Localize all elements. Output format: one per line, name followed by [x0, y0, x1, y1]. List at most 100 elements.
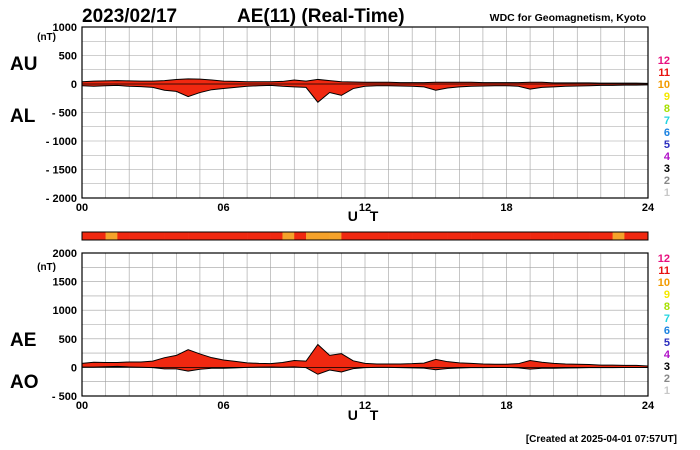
ae-ao-unit: (nT) [37, 262, 56, 273]
legend-entry: 1 [664, 385, 670, 397]
y-tick-label: - 2000 [46, 193, 77, 205]
legend-entry: 3 [664, 361, 670, 373]
y-tick-label: - 1000 [46, 136, 77, 148]
legend-entry: 8 [664, 301, 670, 313]
station-strip-bin [423, 232, 437, 240]
legend-entry: 11 [658, 67, 670, 79]
bot-fill [82, 344, 648, 375]
legend-entry: 8 [664, 103, 670, 115]
station-strip-bin [329, 232, 342, 240]
ae-series-line [81, 343, 649, 367]
x-tick-label: 24 [642, 400, 655, 412]
ae-ao-y-ticks: 2000 1500 1000 500 0 - 500 [52, 248, 77, 403]
legend-entry: 3 [664, 163, 670, 175]
y-tick-label: 1000 [53, 22, 77, 34]
station-strip-bin [365, 232, 378, 240]
station-count-strip [81, 231, 649, 241]
legend-entry: 12 [658, 253, 670, 265]
ae-ao-grid [82, 253, 648, 396]
ae-ao-panel: 2000 1500 1000 500 0 - 500 00 06 12 18 24 (nT) AE… [10, 248, 655, 423]
y-tick-label: 2000 [53, 248, 77, 260]
x-tick-label: 18 [500, 202, 512, 214]
station-strip-bin [447, 232, 460, 240]
station-strip-bin [589, 232, 602, 240]
station-strip-bin [376, 232, 389, 240]
x-tick-label: 06 [217, 400, 229, 412]
station-strip-bin [117, 232, 130, 240]
y-tick-label: 500 [59, 334, 77, 346]
y-tick-label: 1500 [53, 277, 77, 289]
station-strip-bin [282, 232, 295, 240]
y-tick-label: - 500 [52, 108, 77, 120]
au-al-x-ticks: 00 06 12 18 24 [76, 202, 655, 214]
al-label: AL [10, 106, 36, 127]
station-strip-bin [211, 232, 224, 240]
al-series-line [81, 84, 649, 103]
legend-entry: 5 [664, 337, 670, 349]
station-strip-bin [93, 232, 106, 240]
station-strip-bin [612, 232, 625, 240]
legend-entry: 1 [664, 187, 670, 199]
station-strip-bin [270, 232, 283, 240]
x-tick-label: 12 [359, 202, 371, 214]
y-tick-label: 1000 [53, 305, 77, 317]
station-strip-bin [188, 232, 201, 240]
ae-ao-area [81, 343, 649, 375]
station-strip-bin [494, 232, 507, 240]
station-strip-bin [400, 232, 413, 240]
station-strip-bin [577, 232, 590, 240]
y-tick-label: 0 [71, 362, 77, 374]
legend-entry: 11 [658, 265, 670, 277]
chart-title: AE(11) (Real-Time) [237, 6, 405, 27]
x-tick-label: 06 [217, 202, 229, 214]
station-strip-bin [129, 232, 142, 240]
station-strip-bin [176, 232, 189, 240]
legend-entry: 9 [664, 289, 670, 301]
legend-entry: 7 [664, 313, 670, 325]
y-tick-label: - 500 [52, 391, 77, 403]
station-strip-bin [199, 232, 213, 240]
station-strip-bin [235, 232, 248, 240]
station-strip-bin [636, 232, 649, 240]
legend-entry: 5 [664, 139, 670, 151]
chart-date: 2023/02/17 [82, 6, 177, 27]
ae-ao-x-ticks: 00 06 12 18 24 [76, 400, 655, 412]
station-strip-bin [152, 232, 165, 240]
legend-entry: 6 [664, 325, 670, 337]
station-strip-bin [553, 232, 566, 240]
x-tick-label: 18 [500, 400, 512, 412]
station-strip-bin [565, 232, 578, 240]
station-strip-bin [518, 232, 531, 240]
ao-label: AO [10, 372, 39, 393]
station-strip-bin [317, 232, 330, 240]
x-tick-label: 00 [76, 202, 88, 214]
y-tick-label: 500 [59, 51, 77, 63]
x-tick-label: 12 [359, 400, 371, 412]
station-strip-bin [388, 232, 401, 240]
station-strip-bin [140, 232, 154, 240]
station-strip-bin [341, 232, 354, 240]
legend-entry: 2 [664, 175, 670, 187]
legend-entry: 7 [664, 115, 670, 127]
station-strip-bin [223, 232, 236, 240]
y-tick-label: - 1500 [46, 165, 77, 177]
au-al-unit: (nT) [37, 32, 56, 43]
ae-ao-frame [81, 252, 649, 397]
legend-entry: 6 [664, 127, 670, 139]
station-strip-bin [530, 232, 543, 240]
au-al-x-axis-title: U T [348, 208, 383, 224]
ae-label: AE [10, 330, 36, 351]
created-timestamp: [Created at 2025-04-01 07:57UT] [526, 434, 677, 445]
station-strip-bin [624, 232, 637, 240]
legend-entry: 10 [658, 277, 670, 289]
au-al-panel: 1000 500 0 - 500 - 1000 - 1500 - 2000 00 06 12 18… [10, 22, 655, 224]
y-tick-label: 0 [71, 79, 77, 91]
station-strip-bin [541, 232, 554, 240]
station-strip-bin [412, 232, 425, 240]
station-strip-bin [306, 232, 319, 240]
station-strip-frame [81, 231, 649, 241]
x-tick-label: 24 [642, 202, 655, 214]
data-source: WDC for Geomagnetism, Kyoto [490, 12, 646, 24]
